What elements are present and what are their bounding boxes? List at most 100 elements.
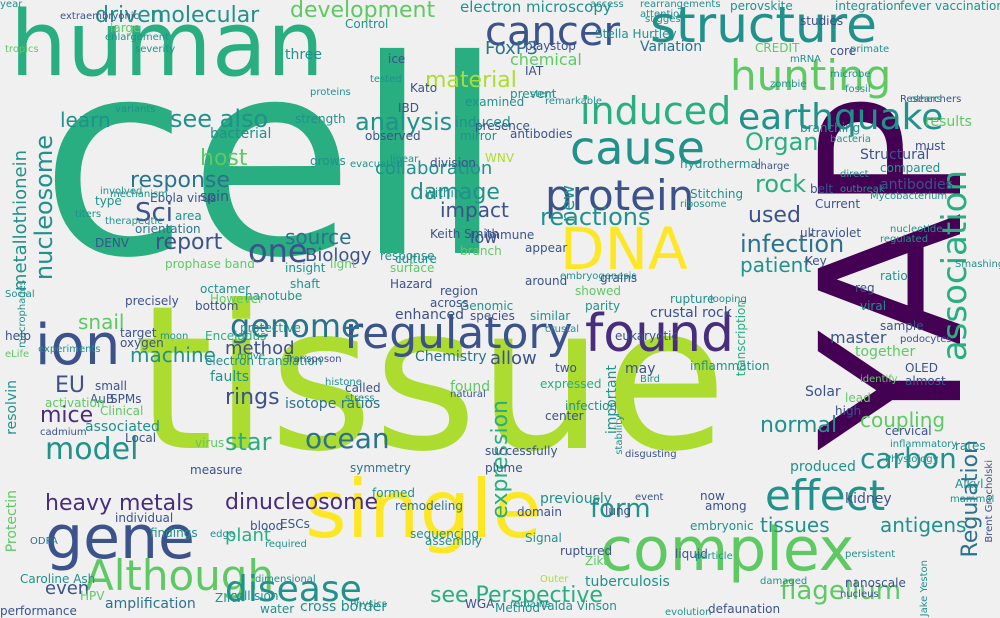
- word: ion: [35, 313, 121, 378]
- word: heavy metals: [45, 491, 194, 516]
- word: across: [430, 296, 469, 310]
- word: stop: [550, 39, 576, 53]
- word: precisely: [125, 294, 179, 308]
- word: damaged: [760, 576, 808, 587]
- word: infection: [740, 230, 845, 258]
- word: fossil: [845, 84, 871, 95]
- word: new: [558, 185, 579, 223]
- word: stress: [345, 393, 375, 404]
- word: mirror: [460, 129, 497, 143]
- word: Enceladus: [205, 329, 267, 343]
- word: mechanism: [110, 189, 168, 200]
- word: liquid: [675, 547, 708, 561]
- word: attention: [640, 9, 686, 20]
- word: remodeling: [395, 499, 463, 513]
- word: human: [10, 0, 324, 97]
- word: access: [590, 0, 624, 10]
- word: evacuated: [350, 159, 403, 170]
- word: ribosome: [680, 199, 727, 210]
- word: inflammation: [690, 359, 770, 373]
- word: CREDIT: [755, 41, 800, 55]
- word: expression: [488, 400, 513, 519]
- word: collision: [230, 589, 279, 603]
- word: source: [285, 225, 352, 249]
- word: damage: [410, 180, 500, 205]
- word: tropics: [5, 44, 39, 55]
- word: cadmium: [40, 427, 87, 438]
- word: dinucleosome: [225, 490, 379, 515]
- word: DNA: [560, 215, 688, 283]
- word: defaunation: [708, 602, 781, 616]
- word: Variation: [640, 39, 703, 55]
- word: previously: [540, 491, 613, 507]
- word: assembly: [425, 534, 482, 548]
- word: eLife: [5, 349, 30, 360]
- word: Keith Smith: [430, 227, 500, 241]
- word: patient: [740, 253, 812, 277]
- word: associated: [85, 419, 160, 435]
- word: rings: [225, 385, 280, 410]
- word: analysis: [355, 108, 453, 136]
- word: domain: [517, 505, 562, 519]
- word: division: [430, 156, 476, 170]
- word: histone: [325, 377, 362, 388]
- word: large: [110, 21, 141, 35]
- word: nanotube: [245, 289, 303, 303]
- word: extraembryonic: [60, 11, 140, 22]
- word: stem: [530, 89, 556, 100]
- word: Structural: [860, 147, 930, 163]
- word: compared: [880, 161, 941, 175]
- word: resolvin: [4, 380, 20, 435]
- word: oxygen: [120, 336, 164, 350]
- word: suggest: [645, 14, 685, 25]
- word: master: [830, 328, 887, 347]
- word: three: [285, 47, 323, 63]
- word: together: [855, 344, 916, 360]
- word: WNV: [485, 151, 515, 165]
- word: Method: [495, 601, 541, 615]
- word: Stitching: [690, 187, 744, 201]
- word: faults: [210, 369, 250, 385]
- word: embryonic: [690, 519, 754, 533]
- word: Jake Yeston: [919, 560, 930, 617]
- word: linear: [390, 154, 419, 165]
- word: move: [237, 351, 265, 362]
- word: tissues: [760, 513, 830, 537]
- word: Biology: [305, 245, 372, 266]
- word: IBD: [398, 101, 420, 115]
- word: remains: [510, 599, 551, 610]
- word: cell: [40, 2, 505, 317]
- word: now: [700, 489, 725, 503]
- word: individual: [115, 511, 174, 525]
- word: Physiology: [885, 454, 939, 465]
- word: Caroline Ash: [20, 572, 96, 586]
- word: small: [95, 379, 127, 393]
- word: learn: [60, 108, 111, 132]
- word: genome: [230, 307, 361, 345]
- word: regulatory: [345, 308, 573, 359]
- word: shaft: [290, 277, 320, 291]
- word: tuberculosis: [585, 574, 670, 590]
- word: Alkyl: [955, 477, 984, 491]
- word: OLED: [905, 361, 938, 375]
- word: water: [260, 602, 295, 616]
- word: surface: [390, 261, 435, 275]
- word: single: [305, 463, 542, 556]
- word: material: [425, 68, 517, 93]
- word: rates: [955, 439, 986, 453]
- word: persistent: [845, 549, 896, 560]
- word: particle: [695, 551, 733, 562]
- word: dimensional: [255, 574, 316, 585]
- word: complex: [600, 515, 855, 585]
- word: Bird: [640, 374, 660, 385]
- word: crustal rock: [650, 305, 732, 321]
- word: appear: [525, 241, 568, 255]
- word: Transposon: [285, 354, 342, 365]
- word: almost: [905, 374, 946, 388]
- word: plant: [225, 525, 271, 546]
- word: measure: [190, 463, 243, 477]
- word: DENV: [95, 236, 130, 250]
- word: Outer: [540, 574, 569, 585]
- word: light: [330, 257, 357, 271]
- word: moon: [160, 331, 189, 342]
